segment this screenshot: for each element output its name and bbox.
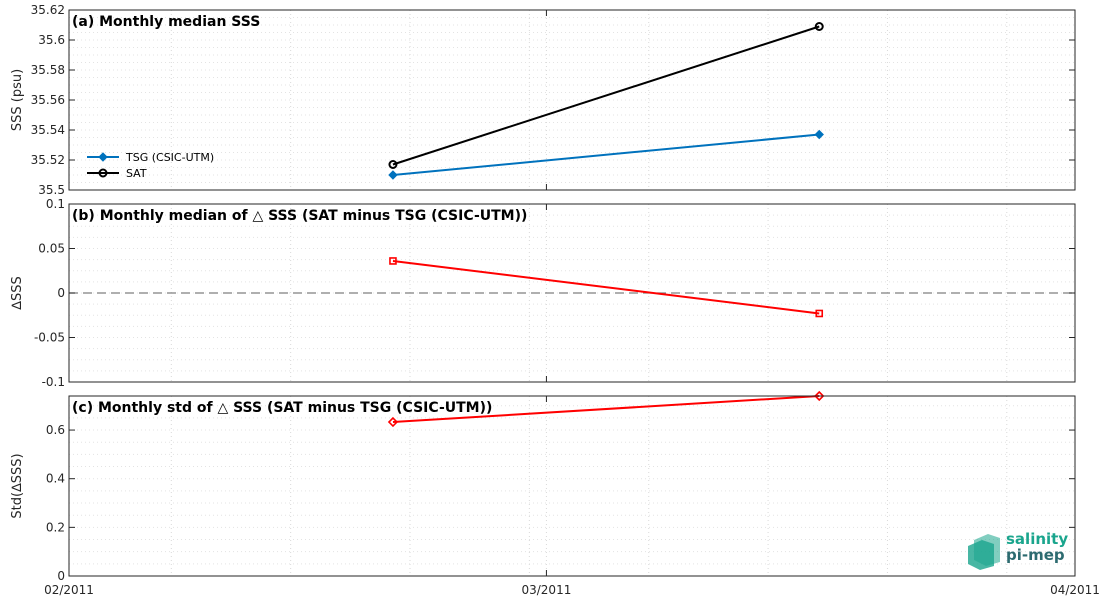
y-tick-label: 0.6 xyxy=(46,423,65,437)
y-tick-label: 0.05 xyxy=(38,242,65,256)
series-line xyxy=(392,133,820,176)
y-tick-label: 35.58 xyxy=(31,63,65,77)
axes-frame xyxy=(68,203,1076,383)
panel-c-monthly-std-delta-sss: 0 0.2 0.4 0.6 (c) Monthly std of △ SSS (SAT … xyxy=(10,390,1076,583)
logo-text-pi-mep: pi-mep xyxy=(1006,546,1065,564)
data-point xyxy=(387,416,399,428)
y-tick-label: 0 xyxy=(57,286,65,300)
panel-a-monthly-median-sss: 35.5 35.52 35.54 35.56 35.58 35.6 35.62 (a) Mon… xyxy=(10,3,1076,197)
y-tick-label: -0.1 xyxy=(42,375,65,389)
plot-area xyxy=(69,396,1075,576)
y-tick-label: 35.6 xyxy=(38,33,65,47)
logo-text-salinity: salinity xyxy=(1006,530,1068,548)
legend-marker xyxy=(98,152,108,162)
y-axis-label: ∆SSS xyxy=(10,276,25,310)
x-tick-label: 03/2011 xyxy=(521,583,571,597)
series-line xyxy=(392,395,820,424)
logo-mark-icon xyxy=(968,540,994,570)
y-tick-label: 35.54 xyxy=(31,123,65,137)
data-point xyxy=(388,170,398,180)
y-tick-label: 35.62 xyxy=(31,3,65,17)
y-axis-label: Std(∆SSS) xyxy=(10,453,25,518)
y-tick-label: 35.56 xyxy=(31,93,65,107)
data-point xyxy=(389,257,397,265)
y-tick-label: 0 xyxy=(57,569,65,583)
axes-frame xyxy=(68,9,1076,191)
panel-title: (a) Monthly median SSS xyxy=(72,14,260,30)
legend-label: SAT xyxy=(126,167,147,180)
axes-frame xyxy=(68,395,1076,577)
y-tick-label: -0.05 xyxy=(34,331,65,345)
salinity-pi-mep-logo: salinity pi-mep xyxy=(968,530,1068,570)
y-tick-label: 35.52 xyxy=(31,153,65,167)
panel-title: (c) Monthly std of △ SSS (SAT minus TSG … xyxy=(72,400,492,416)
series-line xyxy=(392,25,820,166)
shared-time-axis: 02/2011 03/2011 04/2011 xyxy=(44,583,1100,597)
data-point xyxy=(814,390,825,402)
legend-marker xyxy=(98,168,108,178)
legend-label: TSG (CSIC-UTM) xyxy=(125,151,214,164)
plot-area xyxy=(69,10,1075,190)
panel-b-monthly-median-delta-sss: -0.1 -0.05 0 0.05 0.1 (b) Monthly median of △… xyxy=(10,197,1076,389)
plot-area xyxy=(69,204,1075,382)
y-tick-label: 0.1 xyxy=(46,197,65,211)
data-point xyxy=(815,309,824,318)
y-tick-label: 0.2 xyxy=(46,520,65,534)
y-axis-label: SSS (psu) xyxy=(10,69,25,131)
y-tick-label: 0.4 xyxy=(46,472,65,486)
data-point xyxy=(814,22,824,31)
x-tick-label: 04/2011 xyxy=(1050,583,1100,597)
y-tick-label: 35.5 xyxy=(38,183,65,197)
x-tick-label: 02/2011 xyxy=(44,583,94,597)
data-point xyxy=(388,160,398,169)
series-line xyxy=(392,259,820,315)
data-point xyxy=(814,129,824,140)
panel-title: (b) Monthly median of △ SSS (SAT minus T… xyxy=(72,208,527,224)
